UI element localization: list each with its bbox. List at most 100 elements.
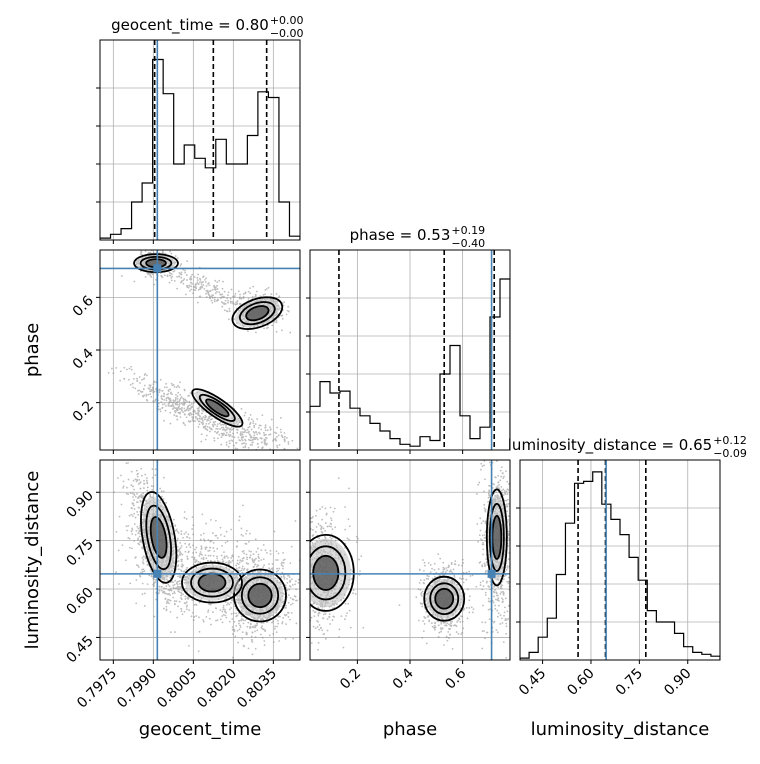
sample-point: [207, 611, 209, 613]
sample-point: [205, 277, 207, 279]
sample-point: [252, 561, 254, 563]
sample-point: [169, 282, 171, 284]
sample-point: [195, 615, 197, 617]
sample-point: [303, 591, 305, 593]
sample-point: [131, 471, 133, 473]
sample-point: [199, 631, 201, 633]
sample-point: [144, 374, 146, 376]
sample-point: [214, 431, 216, 433]
sample-point: [277, 570, 279, 572]
sample-point: [200, 296, 202, 298]
sample-point: [160, 411, 162, 413]
sample-point: [197, 561, 199, 563]
sample-point: [174, 280, 176, 282]
sample-point: [228, 446, 230, 448]
sample-point: [201, 283, 203, 285]
sample-point: [256, 624, 258, 626]
sample-point: [257, 556, 259, 558]
sample-point: [278, 640, 280, 642]
sample-point: [261, 625, 263, 627]
sample-point: [244, 543, 246, 545]
sample-point: [264, 440, 266, 442]
sample-point: [281, 329, 283, 331]
sample-point: [159, 589, 161, 591]
sample-point: [276, 445, 278, 447]
sample-point: [161, 496, 163, 498]
sample-point: [241, 568, 243, 570]
sample-point: [276, 427, 278, 429]
sample-point: [144, 605, 146, 607]
sample-point: [165, 405, 167, 407]
sample-point: [129, 538, 131, 540]
sample-point: [193, 420, 195, 422]
sample-point: [245, 443, 247, 445]
sample-point: [282, 315, 284, 317]
panel-frame: [520, 460, 720, 660]
sample-point: [265, 424, 267, 426]
sample-point: [216, 555, 218, 557]
sample-point: [263, 455, 265, 457]
sample-point: [187, 285, 189, 287]
sample-point: [235, 293, 237, 295]
sample-point: [136, 378, 138, 380]
sample-point: [180, 263, 182, 265]
sample-point: [193, 616, 195, 618]
sample-point: [232, 433, 234, 435]
sample-point: [133, 281, 135, 283]
sample-point: [306, 580, 308, 582]
sample-point: [181, 407, 183, 409]
sample-point: [177, 257, 179, 259]
sample-point: [228, 308, 230, 310]
sample-point: [146, 490, 148, 492]
sample-point: [132, 503, 134, 505]
sample-point: [301, 589, 303, 591]
sample-point: [194, 410, 196, 412]
sample-point: [185, 294, 187, 296]
sample-point: [180, 595, 182, 597]
sample-point: [221, 301, 223, 303]
sample-point: [120, 370, 122, 372]
sample-point: [235, 613, 237, 615]
sample-point: [219, 609, 221, 611]
sample-point: [260, 549, 262, 551]
sample-point: [189, 537, 191, 539]
sample-point: [276, 631, 278, 633]
sample-point: [163, 477, 165, 479]
sample-point: [227, 557, 229, 559]
sample-point: [255, 538, 257, 540]
sample-point: [191, 274, 193, 276]
sample-point: [301, 576, 303, 578]
sample-point: [216, 558, 218, 560]
sample-point: [265, 429, 267, 431]
sample-point: [259, 455, 261, 457]
sample-point: [210, 624, 212, 626]
sample-point: [251, 626, 253, 628]
sample-point: [257, 439, 259, 441]
sample-point: [175, 415, 177, 417]
sample-point: [182, 613, 184, 615]
sample-point: [217, 619, 219, 621]
sample-point: [230, 298, 232, 300]
sample-point: [321, 519, 323, 521]
scatter-panel-geocent_time-luminosity_distance: [92, 446, 328, 667]
sample-point: [235, 625, 237, 627]
sample-point: [215, 292, 217, 294]
sample-point: [228, 561, 230, 563]
sample-point: [244, 442, 246, 444]
sample-point: [282, 617, 284, 619]
sample-point: [236, 562, 238, 564]
sample-point: [330, 523, 332, 525]
sample-point: [135, 602, 137, 604]
sample-point: [192, 292, 194, 294]
sample-point: [135, 579, 137, 581]
sample-point: [268, 563, 270, 565]
sample-point: [357, 538, 359, 540]
histogram-step: [520, 472, 720, 660]
sample-point: [304, 549, 306, 551]
sample-point: [152, 273, 154, 275]
sample-point: [200, 534, 202, 536]
sample-point: [222, 427, 224, 429]
sample-point: [180, 559, 182, 561]
sample-point: [126, 369, 128, 371]
sample-point: [186, 274, 188, 276]
